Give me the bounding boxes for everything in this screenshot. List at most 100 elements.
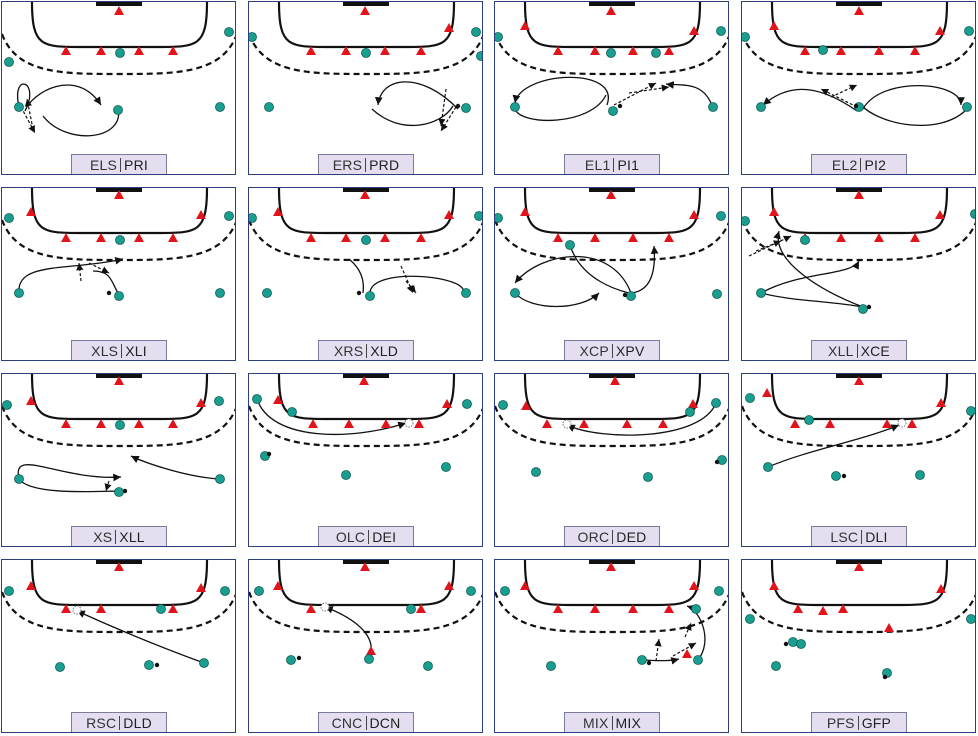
- defender-marker: [306, 604, 316, 613]
- pass-line: [24, 98, 34, 130]
- play-panel-els-pri: ELS PRI: [1, 1, 236, 175]
- play-panel-xs-xll: XS XLL: [1, 373, 236, 547]
- court-svg: [249, 2, 482, 132]
- defender-marker: [416, 46, 426, 55]
- attacker-marker: [756, 102, 766, 112]
- attacker-marker: [915, 470, 925, 480]
- free-throw-line: [495, 33, 728, 76]
- attacker-marker: [156, 604, 166, 614]
- pass-line: [405, 280, 417, 294]
- play-label: LSC DLI: [811, 526, 907, 546]
- goal-bar: [343, 374, 389, 378]
- goal-bar: [589, 374, 635, 378]
- attacker-marker: [966, 406, 975, 416]
- attacker-marker: [215, 474, 225, 484]
- defender-marker: [688, 399, 698, 408]
- defender-marker: [910, 233, 920, 242]
- attacker-marker: [471, 27, 481, 37]
- defender-marker: [854, 562, 864, 571]
- target-position-marker: [72, 605, 82, 615]
- defender-marker: [790, 419, 800, 428]
- label-separator: [857, 715, 859, 730]
- defender-marker: [168, 604, 178, 613]
- defender-marker: [114, 190, 124, 199]
- defender-marker: [520, 581, 530, 590]
- attacker-marker: [712, 289, 722, 299]
- defender-marker: [96, 233, 106, 242]
- movement-path: [512, 76, 609, 106]
- court-svg: [495, 2, 728, 122]
- attacker-marker: [361, 48, 371, 58]
- defender-marker: [168, 233, 178, 242]
- play-code-defense: DED: [616, 528, 647, 545]
- defender-marker: [96, 419, 106, 428]
- defender-marker: [606, 190, 616, 199]
- play-label: MIX MIX: [564, 712, 660, 732]
- movement-path: [18, 478, 122, 493]
- defender-marker: [168, 419, 178, 428]
- defender-marker: [360, 562, 370, 571]
- defender-marker: [628, 46, 638, 55]
- play-code-defense: DCN: [369, 714, 401, 731]
- attacker-marker: [249, 213, 257, 223]
- play-label: XS XLL: [71, 526, 167, 546]
- play-label: EL2 PI2: [811, 154, 907, 174]
- attacker-marker: [2, 400, 12, 410]
- attacker-marker: [364, 654, 374, 664]
- attacker-marker: [214, 396, 224, 406]
- free-throw-line: [495, 405, 728, 448]
- attacker-marker: [341, 470, 351, 480]
- defender-marker: [61, 233, 71, 242]
- movement-path: [566, 402, 717, 436]
- play-code-defense: PI2: [864, 156, 887, 173]
- ball-marker: [646, 660, 652, 666]
- play-code-attack: CNC: [331, 714, 363, 731]
- court-svg: [249, 560, 482, 671]
- play-code-attack: OLC: [335, 528, 366, 545]
- play-label: OLC DEI: [318, 526, 414, 546]
- defender-marker: [936, 584, 946, 593]
- ball-marker: [622, 292, 628, 298]
- defender-marker: [196, 398, 206, 407]
- play-label: ORC DED: [564, 526, 660, 546]
- defender-marker: [416, 604, 426, 613]
- attacker-marker: [114, 291, 124, 301]
- defender-marker: [769, 207, 779, 216]
- defender-marker: [520, 207, 530, 216]
- free-throw-line: [495, 591, 728, 634]
- goal-area-line: [277, 2, 456, 49]
- defender-marker: [134, 46, 144, 55]
- goal-bar: [96, 2, 142, 6]
- attacker-marker: [466, 586, 476, 596]
- defender-marker: [273, 581, 283, 590]
- pass-line: [830, 84, 858, 98]
- attacker-marker: [264, 102, 274, 112]
- label-separator: [365, 715, 367, 730]
- goal-bar: [343, 2, 389, 6]
- defender-marker: [542, 419, 552, 428]
- attacker-marker: [966, 614, 975, 624]
- pass-line: [748, 235, 792, 257]
- label-separator: [856, 343, 858, 358]
- goal-bar: [589, 560, 635, 564]
- attacker-marker: [716, 211, 726, 221]
- defender-marker: [366, 646, 376, 655]
- ball-marker: [882, 674, 888, 680]
- label-separator: [860, 157, 862, 172]
- defender-marker: [628, 233, 638, 242]
- play-panel-ers-prd: ERS PRD: [248, 1, 483, 175]
- free-throw-line: [249, 405, 482, 448]
- free-throw-line: [2, 591, 235, 634]
- attacker-marker: [252, 394, 262, 404]
- defender-marker: [114, 376, 124, 385]
- play-code-attack: XS: [93, 528, 113, 545]
- play-code-defense: DLI: [865, 528, 888, 545]
- pass-line: [628, 84, 670, 94]
- movement-path: [630, 245, 659, 294]
- attacker-marker: [224, 27, 234, 37]
- ball-marker: [841, 473, 847, 479]
- defender-marker: [936, 398, 946, 407]
- movement-path: [17, 83, 102, 112]
- movement-path: [767, 424, 900, 468]
- movement-path: [641, 657, 680, 665]
